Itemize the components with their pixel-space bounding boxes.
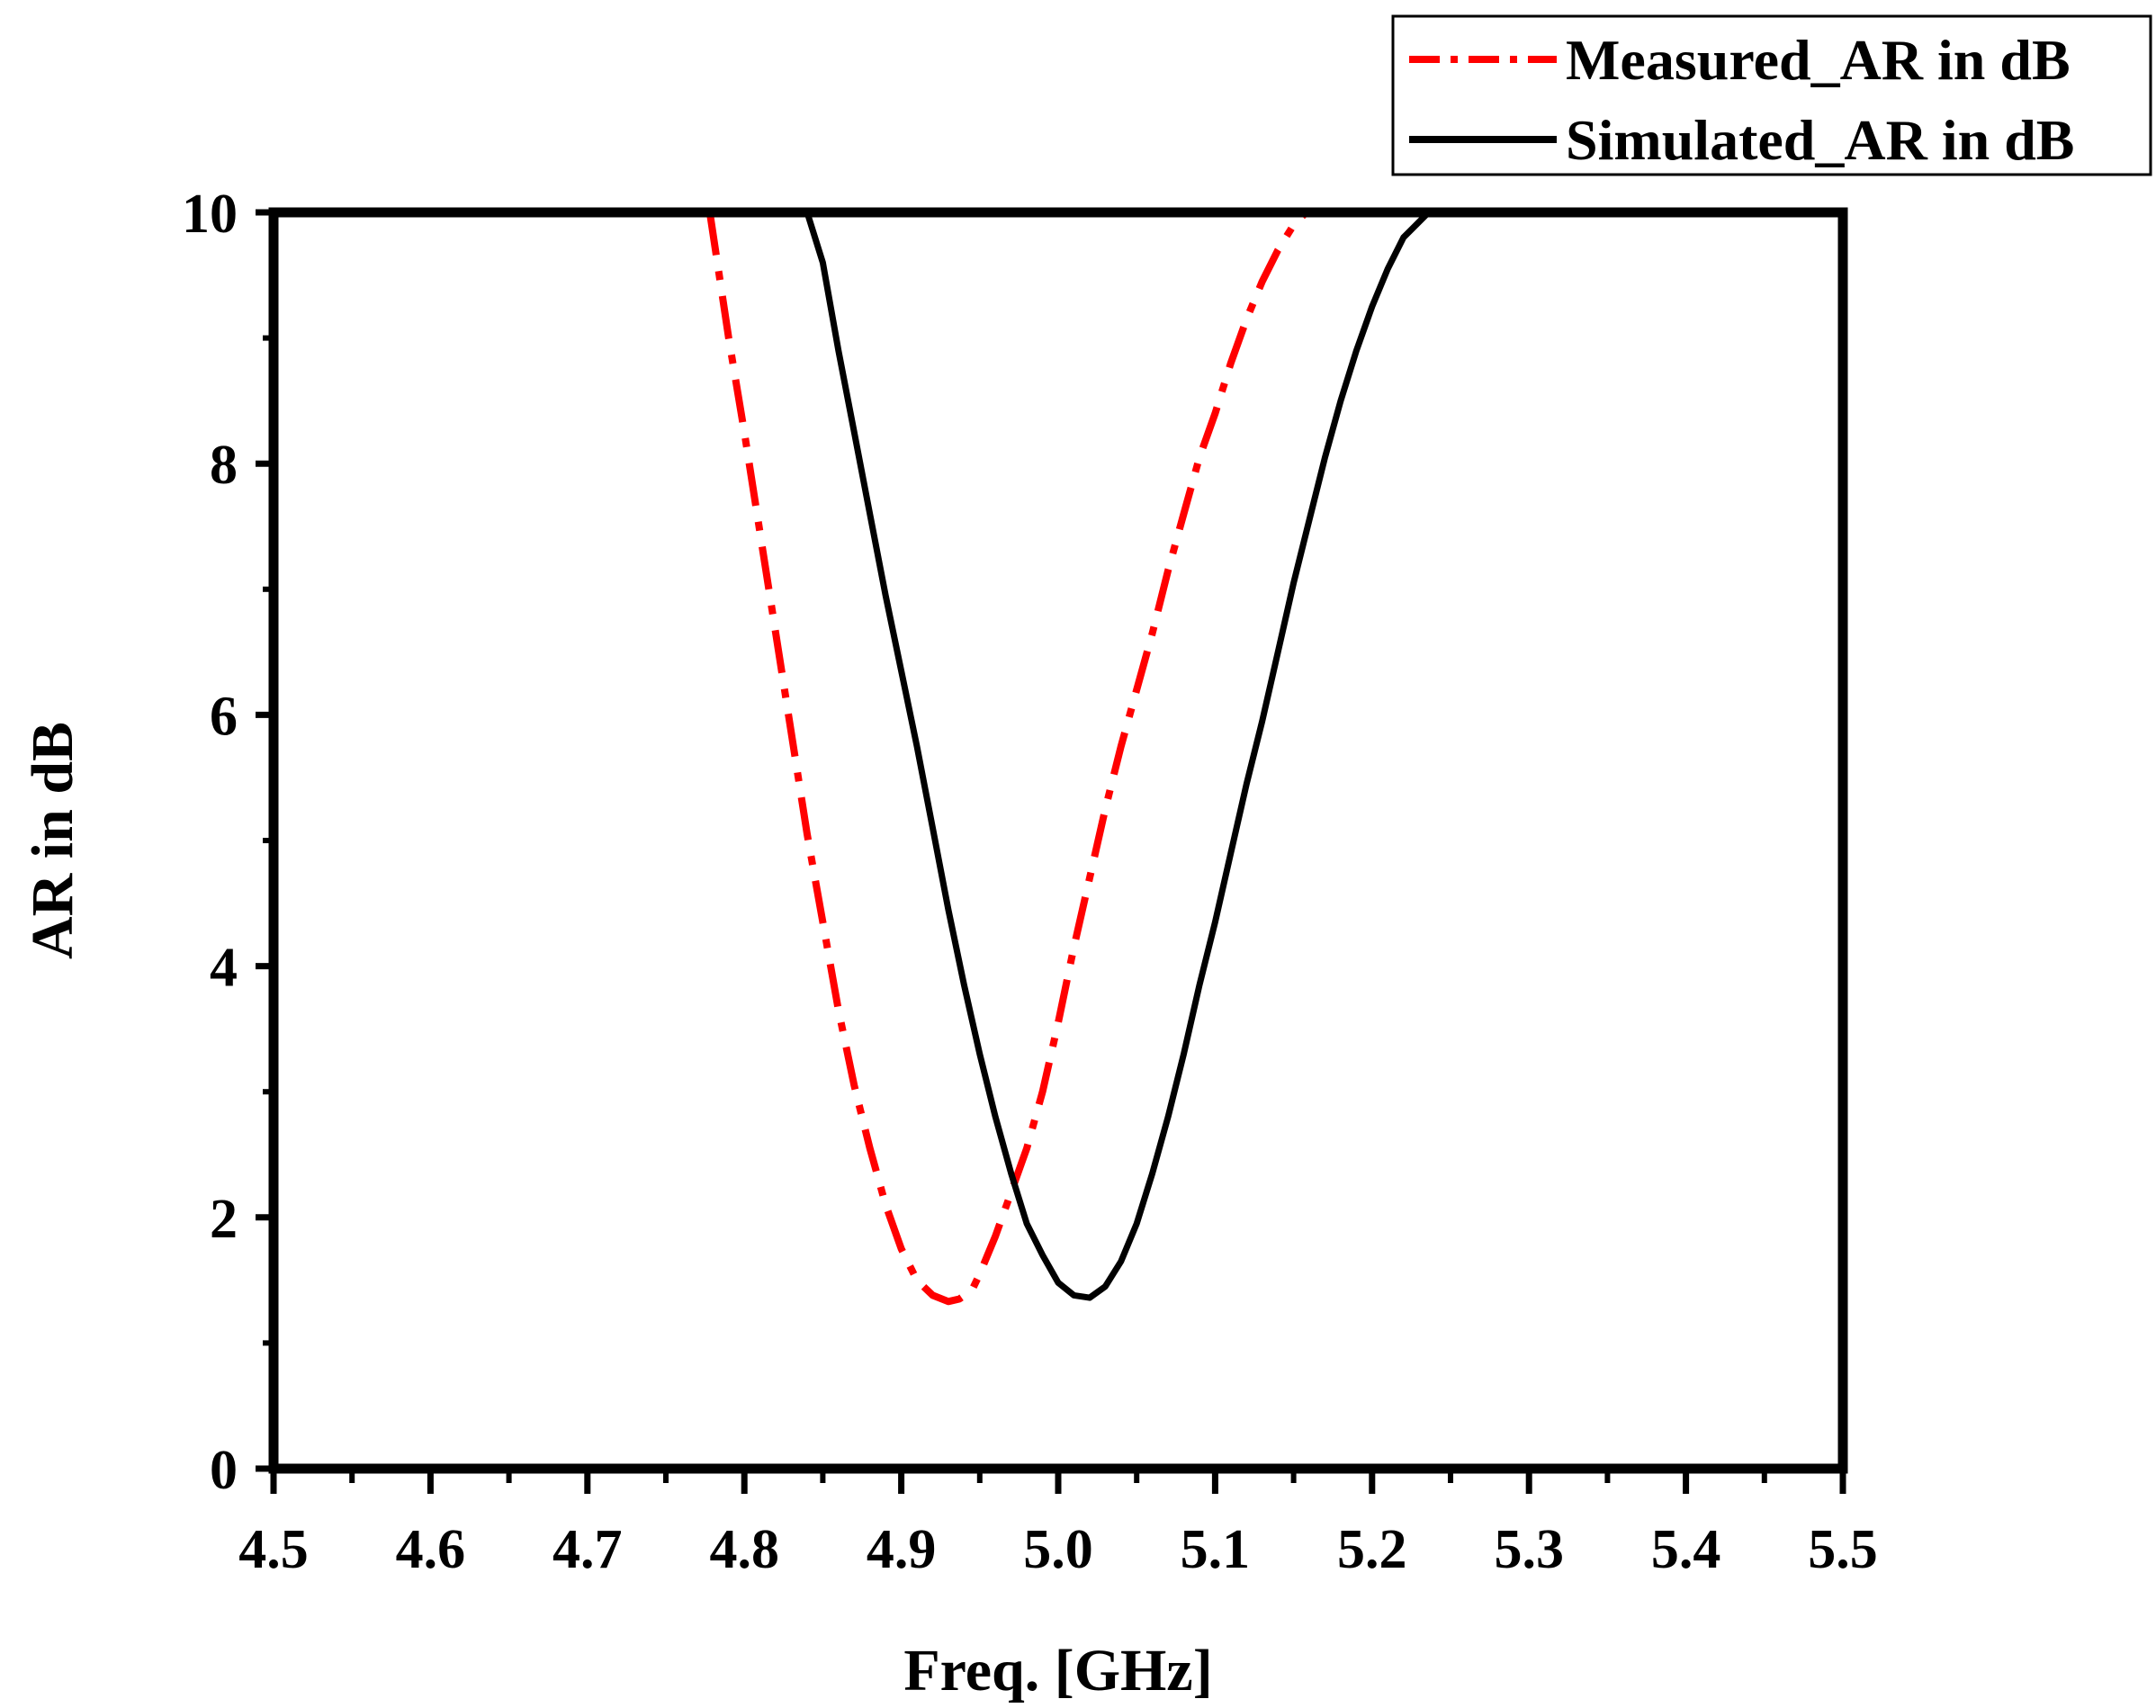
x-axis: 4.5 4.6 4.7 4.8 4.9 5.0 5.1 5.2 5.3 5.4 5.5 xyxy=(238,1469,1878,1580)
x-tick-label: 4.7 xyxy=(552,1519,623,1580)
x-tick-label: 5.2 xyxy=(1337,1519,1407,1580)
legend-box xyxy=(1391,14,2152,176)
series-simulated-line xyxy=(804,210,1432,1301)
series-measured-line xyxy=(705,210,1309,1306)
series-layer xyxy=(705,210,1432,1306)
x-tick-label: 5.1 xyxy=(1181,1519,1251,1580)
y-tick-label: 10 xyxy=(182,184,238,245)
y-tick-label: 6 xyxy=(210,686,238,747)
x-tick-label: 5.3 xyxy=(1494,1519,1564,1580)
x-tick-label: 5.4 xyxy=(1651,1519,1721,1580)
legend-label-measured: Measured_AR in dB xyxy=(1566,28,2071,92)
y-tick-label: 8 xyxy=(210,435,238,496)
x-tick-label: 4.6 xyxy=(396,1519,466,1580)
x-tick-label: 5.0 xyxy=(1023,1519,1093,1580)
legend: Measured_AR in dB Simulated_AR in dB xyxy=(1391,14,2152,176)
y-tick-label: 0 xyxy=(210,1440,238,1501)
y-axis: 0 2 4 6 8 10 xyxy=(182,184,274,1501)
x-tick-label: 4.8 xyxy=(709,1519,779,1580)
x-tick-label: 4.5 xyxy=(238,1519,309,1580)
x-tick-label: 5.5 xyxy=(1808,1519,1878,1580)
y-axis-title: AR in dB xyxy=(20,722,85,959)
y-tick-label: 2 xyxy=(210,1189,238,1250)
x-axis-title: Freq. [GHz] xyxy=(903,1638,1212,1704)
x-tick-label: 4.9 xyxy=(867,1519,937,1580)
legend-label-simulated: Simulated_AR in dB xyxy=(1566,108,2074,172)
y-tick-label: 4 xyxy=(210,938,238,999)
